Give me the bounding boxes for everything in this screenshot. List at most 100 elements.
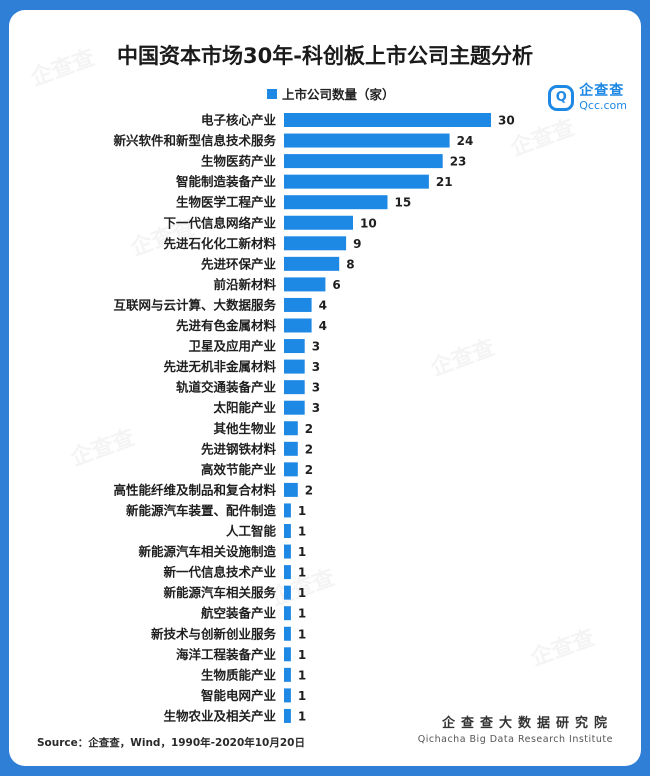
brand-name: 企查查 xyxy=(579,83,625,99)
data-label: 3 xyxy=(312,340,320,354)
data-label: 6 xyxy=(332,278,340,292)
data-label: 1 xyxy=(298,525,306,539)
bar xyxy=(284,256,340,271)
data-label: 2 xyxy=(305,442,313,456)
bar xyxy=(284,174,429,189)
bar xyxy=(284,503,291,518)
category-label: 生物医学工程产业 xyxy=(176,195,277,210)
bar xyxy=(284,318,312,333)
legend-label: 上市公司数量（家） xyxy=(282,87,395,102)
legend: 上市公司数量（家） xyxy=(267,84,395,103)
data-label: 23 xyxy=(450,155,467,169)
category-label: 互联网与云计算、大数据服务 xyxy=(113,297,276,312)
data-label: 1 xyxy=(298,586,306,600)
data-label: 21 xyxy=(436,175,453,189)
bar xyxy=(284,236,347,251)
category-label: 智能电网产业 xyxy=(200,688,277,703)
bar xyxy=(284,133,450,148)
category-label: 电子核心产业 xyxy=(201,113,277,128)
data-label: 1 xyxy=(298,504,306,518)
chart-card: 企查查 企查查 企查查 企查查 企查查 企查查 企查查 中国资本市场30年-科创… xyxy=(9,10,641,766)
bar xyxy=(284,708,291,723)
data-label: 2 xyxy=(305,463,313,477)
data-label: 30 xyxy=(498,114,515,128)
category-label: 人工智能 xyxy=(226,524,277,539)
bar xyxy=(284,565,291,580)
bar xyxy=(284,441,298,456)
data-label: 3 xyxy=(312,381,320,395)
bar xyxy=(284,462,298,477)
category-label: 前沿新材料 xyxy=(213,277,276,292)
data-label: 3 xyxy=(312,360,320,374)
institute-name-en: Qichacha Big Data Research Institute xyxy=(417,734,613,745)
category-label: 先进有色金属材料 xyxy=(176,318,277,333)
data-label: 1 xyxy=(298,668,306,682)
bar xyxy=(284,380,305,395)
bar xyxy=(284,606,291,621)
data-label: 24 xyxy=(457,134,474,148)
category-label: 高性能纤维及制品和复合材料 xyxy=(113,482,276,497)
category-label: 先进石化化工新材料 xyxy=(163,236,276,251)
bar xyxy=(284,626,291,641)
category-label: 卫星及应用产业 xyxy=(188,339,276,354)
research-institute: 企查查大数据研究院 Qichacha Big Data Research Ins… xyxy=(418,712,613,745)
data-label: 9 xyxy=(353,237,361,251)
brand-url: Qcc.com xyxy=(579,99,627,112)
category-label: 先进钢铁材料 xyxy=(201,441,277,456)
category-label: 生物医药产业 xyxy=(201,154,277,169)
bar xyxy=(284,339,305,354)
data-label: 1 xyxy=(298,607,306,621)
data-label: 2 xyxy=(305,483,313,497)
category-label: 新一代信息技术产业 xyxy=(163,565,276,580)
bar xyxy=(284,297,312,312)
brand-logo: Q 企查查 Qcc.com xyxy=(548,84,627,111)
category-label: 新技术与创新创业服务 xyxy=(151,626,277,641)
category-label: 轨道交通装备产业 xyxy=(176,380,277,395)
category-label: 新能源汽车装置、配件制造 xyxy=(126,503,277,518)
bar xyxy=(284,585,291,600)
data-label: 10 xyxy=(360,216,377,230)
bar xyxy=(284,359,305,374)
data-label: 1 xyxy=(298,709,306,723)
data-label: 4 xyxy=(319,298,327,312)
bar xyxy=(284,667,291,682)
category-label: 下一代信息网络产业 xyxy=(163,215,276,230)
bar xyxy=(284,482,298,497)
qcc-logo-icon: Q xyxy=(548,84,575,111)
category-label: 新能源汽车相关设施制造 xyxy=(138,544,276,559)
category-label: 先进环保产业 xyxy=(201,256,277,271)
data-label: 15 xyxy=(395,196,412,210)
data-label: 1 xyxy=(298,566,306,580)
data-label: 1 xyxy=(298,627,306,641)
category-label: 航空装备产业 xyxy=(201,606,277,621)
data-label: 3 xyxy=(312,401,320,415)
category-label: 其他生物业 xyxy=(213,421,276,436)
category-label: 生物质能产业 xyxy=(201,667,277,682)
category-label: 新能源汽车相关服务 xyxy=(163,585,276,600)
category-label: 新兴软件和新型信息技术服务 xyxy=(113,133,276,148)
category-label: 生物农业及相关产业 xyxy=(163,708,276,723)
data-label: 1 xyxy=(298,545,306,559)
bar xyxy=(284,113,491,127)
data-label: 2 xyxy=(305,422,313,436)
bar xyxy=(284,400,305,415)
bar xyxy=(284,421,298,436)
source-note: Source：企查查，Wind，1990年-2020年10月20日 xyxy=(37,737,305,749)
category-label: 智能制造装备产业 xyxy=(175,174,277,189)
bar xyxy=(284,647,291,662)
legend-swatch xyxy=(267,88,277,99)
chart-title: 中国资本市场30年-科创板上市公司主题分析 xyxy=(117,44,533,68)
bar xyxy=(284,215,353,230)
category-label: 太阳能产业 xyxy=(213,400,276,415)
bar xyxy=(284,277,326,292)
bar xyxy=(284,688,291,703)
category-label: 先进无机非金属材料 xyxy=(163,359,276,374)
bar xyxy=(284,195,388,210)
bar xyxy=(284,524,291,538)
category-label: 海洋工程装备产业 xyxy=(176,647,277,662)
category-label: 高效节能产业 xyxy=(201,462,277,477)
institute-name: 企查查大数据研究院 xyxy=(441,716,613,731)
bar xyxy=(284,544,291,559)
data-label: 4 xyxy=(319,319,327,333)
